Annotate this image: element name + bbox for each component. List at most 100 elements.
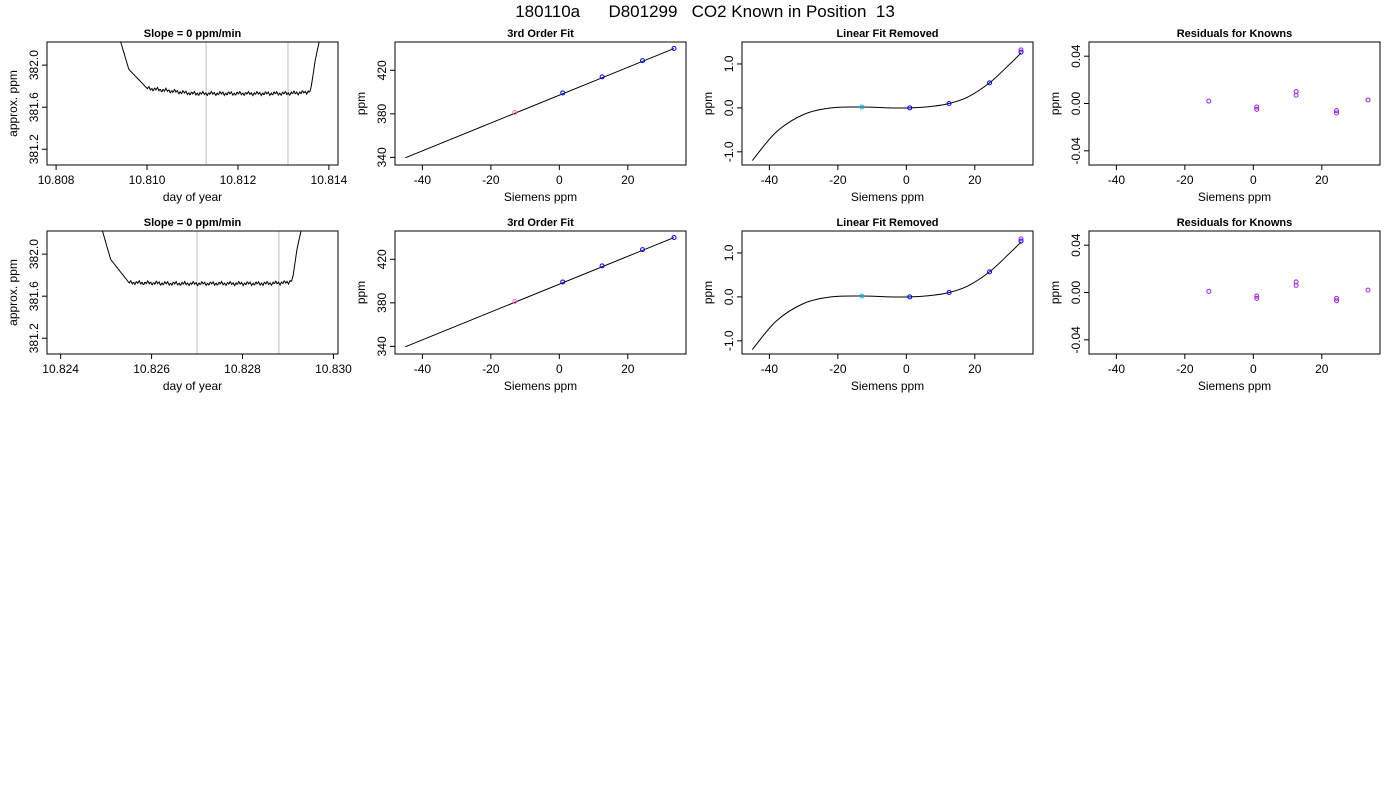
plot-frame [1088, 230, 1381, 355]
y-tick-label: -0.04 [1069, 137, 1083, 165]
fit-line [405, 48, 675, 159]
x-tick-label: -40 [414, 173, 432, 187]
data-point [907, 294, 913, 300]
x-tick-label: 20 [1315, 173, 1329, 187]
x-axis-label: Siemens ppm [851, 379, 924, 393]
x-tick-label: -40 [414, 362, 432, 376]
data-point [1334, 110, 1340, 116]
x-axis-label: day of year [163, 190, 222, 204]
chart-panel-r1-trace: Slope = 0 ppm/min day of year approx. ppm 1… [6, 28, 348, 204]
y-tick-label: -1.0 [722, 141, 736, 162]
page-title: 180110a D801299 CO2 Known in Position 13 [515, 2, 895, 21]
x-tick-label: 0 [903, 362, 910, 376]
data-point [1293, 282, 1299, 288]
y-tick-label: 381.6 [27, 281, 41, 311]
data-point [1365, 97, 1371, 103]
data-point [640, 58, 646, 64]
data-point [987, 269, 993, 275]
y-tick-label: 420 [375, 60, 389, 80]
y-tick-label: 382.0 [27, 50, 41, 80]
plot-area [101, 231, 302, 354]
data-point [1254, 104, 1260, 110]
y-tick-label: 380 [375, 104, 389, 124]
data-point [1293, 92, 1299, 98]
y-axis-label: ppm [354, 281, 368, 304]
y-axis-label: ppm [701, 281, 715, 304]
data-point [599, 74, 605, 80]
y-axis-label: ppm [701, 92, 715, 115]
y-tick-label: 381.2 [27, 134, 41, 164]
plot-area [751, 47, 1024, 161]
x-tick-label: -20 [482, 173, 500, 187]
data-point [512, 110, 518, 116]
x-tick-label: 10.808 [38, 173, 75, 187]
data-point [640, 247, 646, 253]
plot-frame [741, 230, 1034, 355]
panel-title: Linear Fit Removed [836, 28, 938, 40]
chart-panel-r2-resid: Residuals for Knowns Siemens ppm ppm -40 -20… [1048, 217, 1381, 393]
panel-title: Linear Fit Removed [836, 217, 938, 229]
plot-frame [741, 41, 1034, 166]
data-point [1254, 295, 1260, 301]
panel-title: Residuals for Knowns [1177, 217, 1293, 229]
x-tick-label: 20 [1315, 362, 1329, 376]
plot-area [1206, 279, 1371, 304]
x-tick-label: 10.824 [42, 362, 79, 376]
y-tick-label: -0.04 [1069, 326, 1083, 354]
x-axis-label: Siemens ppm [504, 190, 577, 204]
data-point [1206, 98, 1212, 104]
x-axis-label: Siemens ppm [1198, 379, 1271, 393]
cubic-fit-curve [751, 52, 1022, 161]
x-tick-label: 20 [621, 362, 635, 376]
data-point [512, 299, 518, 305]
x-tick-label: 0 [556, 362, 563, 376]
y-tick-label: 380 [375, 293, 389, 313]
x-axis-label: Siemens ppm [504, 379, 577, 393]
data-point [946, 101, 952, 106]
x-tick-label: -20 [482, 362, 500, 376]
y-axis-label: ppm [1048, 92, 1062, 115]
data-point [599, 263, 605, 269]
x-axis-label: day of year [163, 379, 222, 393]
x-axis-label: Siemens ppm [1198, 190, 1271, 204]
x-tick-label: 10.828 [224, 362, 261, 376]
y-tick-label: 0.00 [1069, 91, 1083, 115]
y-tick-label: 381.2 [27, 323, 41, 353]
chart-panel-r2-trace: Slope = 0 ppm/min day of year approx. ppm 1… [6, 217, 352, 393]
chart-panel-r1-linfit: Linear Fit Removed Siemens ppm ppm -40 -20 0 2… [701, 28, 1034, 204]
data-point [987, 80, 993, 86]
y-tick-label: 1.0 [722, 244, 736, 261]
data-point [560, 279, 566, 285]
data-point [1018, 238, 1024, 244]
plot-area [120, 42, 320, 165]
x-tick-label: 10.810 [129, 173, 166, 187]
plot-frame [394, 41, 687, 166]
plot-area [751, 236, 1024, 350]
data-point [946, 290, 952, 295]
plot-frame [46, 41, 339, 166]
y-axis-label: ppm [1048, 281, 1062, 304]
y-tick-label: 340 [375, 147, 389, 167]
concentration-trace [101, 231, 302, 287]
data-point [1018, 47, 1024, 53]
y-tick-label: 0.0 [722, 99, 736, 116]
x-tick-label: -40 [1108, 362, 1126, 376]
chart-panel-r2-fit: 3rd Order Fit Siemens ppm ppm -40 -20 0 20 340 3… [354, 217, 687, 393]
data-point [671, 46, 677, 52]
plot-area [405, 235, 677, 348]
x-tick-label: -20 [1176, 173, 1194, 187]
panel-title: Slope = 0 ppm/min [144, 28, 242, 40]
x-tick-label: -20 [1176, 362, 1194, 376]
x-tick-label: 20 [968, 173, 982, 187]
y-tick-label: 382.0 [27, 239, 41, 269]
data-point [1334, 298, 1340, 304]
fit-line [405, 237, 675, 348]
plot-frame [394, 230, 687, 355]
data-point [1254, 106, 1260, 112]
data-point [859, 104, 865, 110]
data-point [1018, 49, 1024, 55]
y-tick-label: 381.6 [27, 92, 41, 122]
x-tick-label: -40 [761, 173, 779, 187]
x-tick-label: 20 [968, 362, 982, 376]
x-tick-label: 0 [903, 173, 910, 187]
